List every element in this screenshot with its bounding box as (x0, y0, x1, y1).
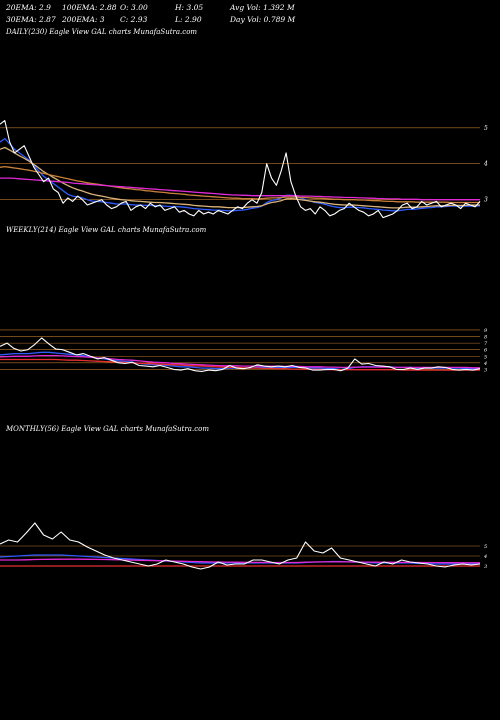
daily-price-line (0, 120, 481, 219)
weekly-y-tick-label: 4 (483, 361, 487, 367)
weekly-y-tick-label: 5 (484, 354, 487, 360)
daily-chart: 5 4 3 (0, 120, 488, 219)
daily-y-tick-label: 4 (483, 161, 488, 168)
open-stat: O: 3.00 (120, 3, 148, 12)
monthly-price-line (0, 522, 481, 570)
monthly-chart-title: MONTHLY(56) Eagle View GAL charts Munafa… (6, 425, 209, 433)
ema100-stat: 100EMA: 2.88 (62, 3, 117, 12)
monthly-chart: 5 4 3 (0, 522, 487, 570)
monthly-y-tick-label: 3 (484, 564, 487, 570)
weekly-ema_magenta-line (0, 354, 480, 369)
daily-ema20-line (0, 137, 481, 212)
stats-header: 20EMA: 2.9 100EMA: 2.88 O: 3.00 H: 3.05 … (0, 0, 500, 30)
ema200-stat: 200EMA: 3 (62, 15, 105, 24)
weekly-y-tick-label: 9 (484, 328, 488, 334)
day-vol-stat: Day Vol: 0.789 M (230, 15, 296, 24)
weekly-price-line (0, 337, 481, 372)
monthly-y-tick-label: 5 (484, 544, 487, 550)
monthly-ema_magenta-line (0, 558, 480, 564)
weekly-y-tick-label: 7 (484, 341, 488, 347)
monthly-y-tick-label: 4 (483, 554, 487, 560)
daily-ema100-line (0, 165, 480, 204)
ema30-stat: 30EMA: 2.87 (6, 15, 56, 24)
daily-y-tick-label: 3 (484, 197, 488, 204)
daily-y-tick-label: 5 (484, 125, 488, 132)
weekly-chart-title: WEEKLY(214) Eagle View GAL charts Munafa… (6, 226, 207, 234)
weekly-y-tick-label: 3 (484, 367, 487, 373)
high-stat: H: 3.05 (175, 3, 204, 12)
low-stat: L: 2.90 (175, 15, 202, 24)
daily-ema200-line (0, 177, 480, 201)
ema20-stat: 20EMA: 2.9 (6, 3, 51, 12)
avg-vol-stat: Avg Vol: 1.392 M (230, 3, 295, 12)
weekly-y-tick-label: 8 (484, 335, 487, 341)
weekly-y-tick-label: 6 (484, 348, 488, 354)
close-stat: C: 2.93 (120, 15, 148, 24)
daily-chart-title: DAILY(230) Eagle View GAL charts MunafaS… (6, 28, 198, 36)
